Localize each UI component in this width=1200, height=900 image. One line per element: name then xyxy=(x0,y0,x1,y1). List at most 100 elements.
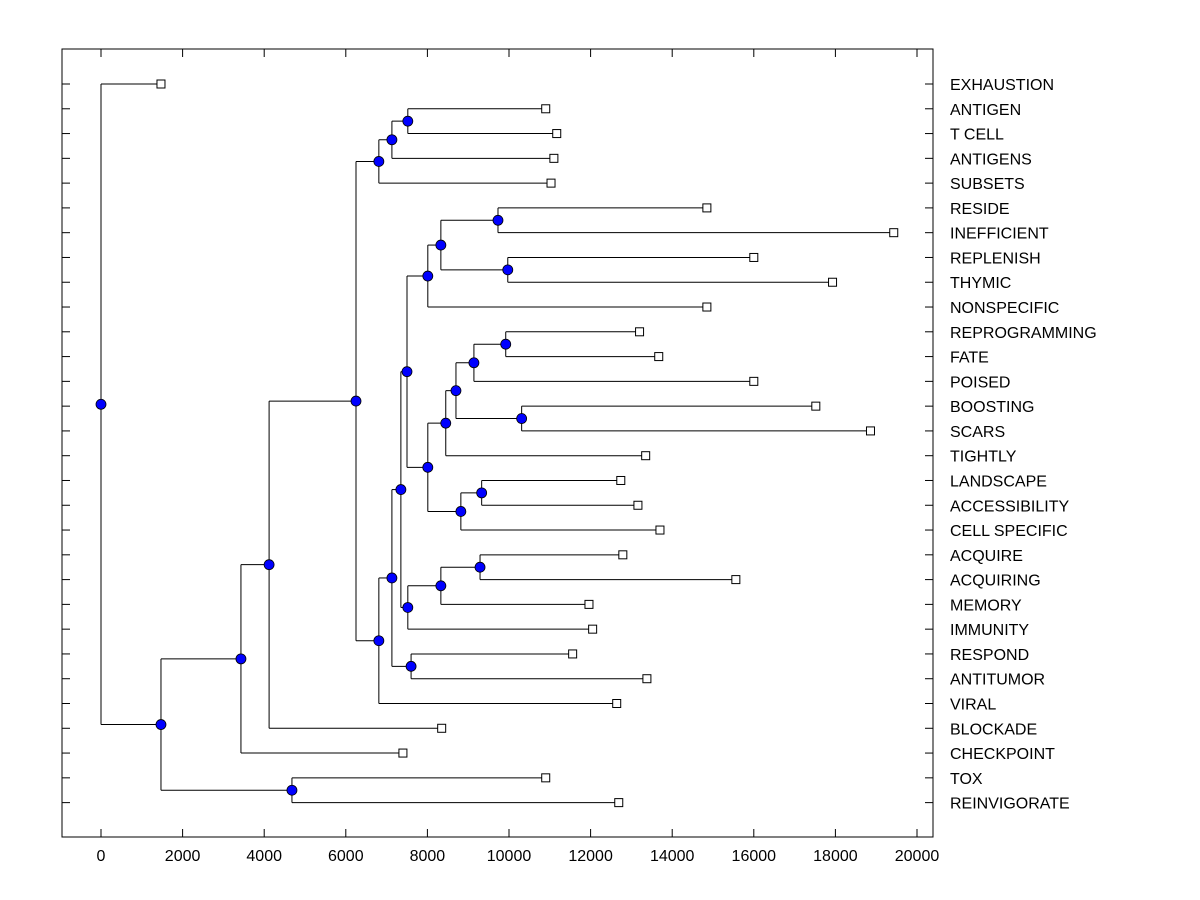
leaf-label: INEFFICIENT xyxy=(950,226,1049,243)
leaf-label: SUBSETS xyxy=(950,176,1025,193)
leaf-label: FATE xyxy=(950,350,989,367)
leaf-label: ANTIGENS xyxy=(950,151,1032,168)
merge-node-marker xyxy=(516,413,528,424)
leaf-label: CELL SPECIFIC xyxy=(950,523,1068,540)
leaf-marker xyxy=(616,475,626,485)
leaf-marker xyxy=(642,674,652,684)
leaf-label: EXHAUSTION xyxy=(950,77,1054,94)
leaf-marker xyxy=(541,773,551,783)
leaf-marker xyxy=(828,277,838,287)
leaf-label: TIGHTLY xyxy=(950,449,1017,466)
merge-node-marker xyxy=(500,338,512,350)
merge-node-marker xyxy=(440,417,452,429)
merge-node-marker xyxy=(95,398,107,410)
leaf-label: REPROGRAMMING xyxy=(950,325,1097,342)
x-tick-label: 2000 xyxy=(165,848,201,865)
merge-node-marker xyxy=(350,395,362,407)
leaf-label: LANDSCAPE xyxy=(950,473,1047,490)
merge-node-marker xyxy=(405,660,417,672)
leaf-marker xyxy=(633,500,643,510)
leaf-label: T CELL xyxy=(950,127,1004,144)
leaf-label: SCARS xyxy=(950,424,1005,441)
merge-node-marker xyxy=(476,487,488,499)
merge-node-marker xyxy=(422,461,434,473)
leaf-marker xyxy=(614,798,624,808)
merge-node-marker xyxy=(386,572,398,584)
x-tick-label: 18000 xyxy=(813,848,858,865)
merge-node-marker xyxy=(373,156,385,167)
leaf-label: VIRAL xyxy=(950,697,996,714)
leaf-marker xyxy=(702,203,712,213)
plot-frame xyxy=(61,48,934,838)
merge-node-marker xyxy=(502,264,514,276)
leaf-marker xyxy=(749,376,759,386)
x-tick-label: 4000 xyxy=(246,848,282,865)
x-tick-label: 10000 xyxy=(487,848,532,865)
leaf-marker xyxy=(612,699,622,708)
leaf-label: BOOSTING xyxy=(950,399,1034,416)
leaf-label: TOX xyxy=(950,771,983,788)
x-tick-label: 8000 xyxy=(410,848,446,865)
leaf-label: ANTITUMOR xyxy=(950,672,1045,689)
leaf-label: MEMORY xyxy=(950,597,1022,614)
leaf-label: REPLENISH xyxy=(950,250,1041,267)
leaf-marker xyxy=(865,426,875,436)
x-tick-label: 12000 xyxy=(568,848,613,865)
merge-node-marker xyxy=(402,115,414,127)
leaf-marker xyxy=(654,352,664,362)
leaf-marker xyxy=(731,575,741,585)
leaf-marker xyxy=(584,599,594,609)
leaf-marker xyxy=(635,327,645,337)
x-tick-label: 20000 xyxy=(895,848,940,865)
leaf-label: RESPOND xyxy=(950,647,1029,664)
merge-node-marker xyxy=(422,270,434,282)
leaf-markers xyxy=(156,79,899,808)
merge-node-marker xyxy=(155,719,167,730)
merge-node-marker xyxy=(402,602,414,613)
x-axis-ticks xyxy=(100,49,918,837)
merge-node-marker xyxy=(386,134,398,146)
leaf-labels: EXHAUSTION ANTIGEN T CELL ANTIGENS SUBSETS RE… xyxy=(950,77,1097,813)
leaf-marker xyxy=(549,153,559,163)
leaf-marker xyxy=(552,129,562,139)
merge-node-marker xyxy=(435,580,447,592)
merge-node-marker xyxy=(373,635,385,647)
merge-node-marker xyxy=(468,357,480,369)
leaf-label: ACCESSIBILITY xyxy=(950,498,1069,515)
x-tick-label: 6000 xyxy=(328,848,364,865)
leaf-label: CHECKPOINT xyxy=(950,746,1055,763)
leaf-marker xyxy=(568,649,578,659)
leaf-label: RESIDE xyxy=(950,201,1010,218)
leaf-marker xyxy=(655,525,665,535)
leaf-label: NONSPECIFIC xyxy=(950,300,1059,317)
x-tick-label: 16000 xyxy=(732,848,777,865)
leaf-label: POISED xyxy=(950,374,1010,391)
leaf-label: ACQUIRING xyxy=(950,573,1041,590)
leaf-label: IMMUNITY xyxy=(950,622,1029,639)
merge-node-marker xyxy=(435,239,447,251)
leaf-label: ACQUIRE xyxy=(950,548,1023,565)
leaf-label: ANTIGEN xyxy=(950,102,1021,119)
merge-node-marker xyxy=(492,214,504,226)
leaf-marker xyxy=(588,624,598,634)
leaf-marker xyxy=(702,302,712,312)
merge-node-marker xyxy=(474,561,486,573)
leaf-label: THYMIC xyxy=(950,275,1011,292)
leaf-marker xyxy=(889,228,899,238)
leaf-marker xyxy=(641,451,651,461)
merge-node-marker xyxy=(263,559,275,571)
leaf-marker xyxy=(398,748,408,758)
leaf-marker xyxy=(541,104,551,114)
leaf-marker xyxy=(749,252,759,262)
leaf-label: REINVIGORATE xyxy=(950,796,1070,813)
x-tick-label: 0 xyxy=(97,848,106,865)
merge-node-marker xyxy=(286,784,298,796)
merge-node-marker xyxy=(235,653,247,665)
x-tick-label: 14000 xyxy=(650,848,695,865)
leaf-marker xyxy=(546,178,556,188)
x-tick-labels: 0 2000 4000 6000 8000 10000 12000 14000 16000 180… xyxy=(97,848,940,865)
node-markers xyxy=(95,115,528,796)
merge-node-marker xyxy=(455,506,467,517)
y-axis-ticks xyxy=(62,83,933,804)
merge-node-marker xyxy=(401,366,413,378)
